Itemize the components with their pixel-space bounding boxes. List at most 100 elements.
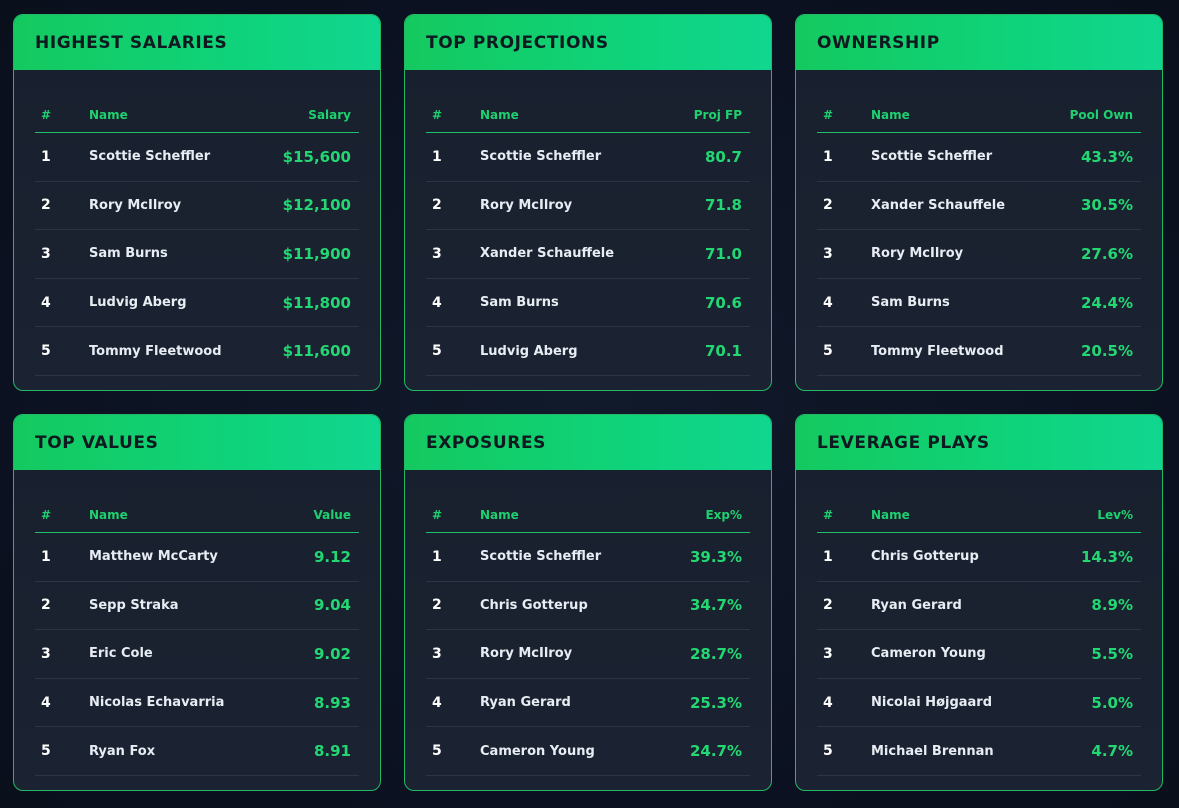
player-name-cell: Xander Schauffele [480, 246, 615, 262]
card-title: TOP PROJECTIONS [426, 32, 609, 53]
value-cell: 9.02 [313, 644, 351, 663]
value-cell: $11,900 [282, 244, 351, 263]
player-name-cell: Sam Burns [871, 295, 950, 311]
table-row[interactable]: 2 Rory McIlroy $12,100 [35, 182, 359, 231]
card-title: EXPOSURES [426, 432, 547, 453]
name-column-header[interactable]: Name [871, 508, 910, 522]
card-title: LEVERAGE PLAYS [817, 432, 990, 453]
table-row[interactable]: 2 Sepp Straka 9.04 [35, 582, 359, 631]
table-row[interactable]: 2 Chris Gotterup 34.7% [426, 582, 750, 631]
rank-cell: 2 [823, 197, 833, 214]
card-header: HIGHEST SALARIES [14, 15, 380, 70]
table-row[interactable]: 1 Scottie Scheffler 39.3% [426, 533, 750, 582]
table-row[interactable]: 3 Eric Cole 9.02 [35, 630, 359, 679]
value-cell: $12,100 [282, 196, 351, 215]
table-row[interactable]: 5 Ryan Fox 8.91 [35, 727, 359, 776]
rank-cell: 3 [823, 245, 833, 262]
table-row[interactable]: 1 Matthew McCarty 9.12 [35, 533, 359, 582]
rank-cell: 5 [823, 743, 833, 760]
table-row[interactable]: 1 Scottie Scheffler $15,600 [35, 133, 359, 182]
value-column-header[interactable]: Value [313, 508, 351, 522]
player-name-cell: Rory McIlroy [480, 197, 573, 213]
value-column-header[interactable]: Proj FP [693, 108, 742, 122]
leverage-plays-card: LEVERAGE PLAYS # Name Lev% 1 Chris Gotterup 14… [795, 414, 1163, 791]
table-row[interactable]: 1 Chris Gotterup 14.3% [817, 533, 1141, 582]
value-cell: 39.3% [689, 547, 742, 566]
name-column-header[interactable]: Name [871, 108, 910, 122]
player-name-cell: Sepp Straka [89, 597, 179, 613]
value-column-header[interactable]: Salary [308, 108, 351, 122]
table-row[interactable]: 4 Sam Burns 70.6 [426, 279, 750, 328]
rank-column-header[interactable]: # [823, 108, 834, 122]
rank-cell: 1 [432, 148, 442, 165]
player-name-cell: Chris Gotterup [480, 597, 588, 613]
top-values-card: TOP VALUES # Name Value 1 Matthew McCarty 9.12… [13, 414, 381, 791]
value-column-header[interactable]: Lev% [1097, 508, 1133, 522]
rank-cell: 1 [432, 548, 442, 565]
rank-cell: 4 [432, 294, 442, 311]
name-column-header[interactable]: Name [480, 508, 519, 522]
card-header: EXPOSURES [405, 415, 771, 470]
table-row[interactable]: 1 Scottie Scheffler 80.7 [426, 133, 750, 182]
player-name-cell: Ludvig Aberg [480, 343, 578, 359]
player-name-cell: Matthew McCarty [89, 549, 218, 565]
value-cell: 71.0 [704, 244, 742, 263]
name-column-header[interactable]: Name [89, 108, 128, 122]
table-row[interactable]: 3 Cameron Young 5.5% [817, 630, 1141, 679]
value-cell: 24.4% [1080, 293, 1133, 312]
player-name-cell: Ryan Gerard [480, 695, 571, 711]
rank-cell: 3 [41, 645, 51, 662]
value-column-header[interactable]: Pool Own [1069, 108, 1133, 122]
name-column-header[interactable]: Name [89, 508, 128, 522]
table-row[interactable]: 5 Cameron Young 24.7% [426, 727, 750, 776]
table-row[interactable]: 2 Ryan Gerard 8.9% [817, 582, 1141, 631]
player-name-cell: Ludvig Aberg [89, 295, 187, 311]
rank-cell: 2 [41, 197, 51, 214]
table-row[interactable]: 4 Nicolai Højgaard 5.0% [817, 679, 1141, 728]
value-cell: 70.1 [704, 342, 742, 361]
value-cell: 14.3% [1080, 547, 1133, 566]
rank-column-header[interactable]: # [432, 508, 443, 522]
table-row[interactable]: 5 Tommy Fleetwood 20.5% [817, 327, 1141, 376]
rank-column-header[interactable]: # [41, 108, 52, 122]
table-row[interactable]: 5 Michael Brennan 4.7% [817, 727, 1141, 776]
rank-cell: 2 [41, 597, 51, 614]
ownership-card: OWNERSHIP # Name Pool Own 1 Scottie Scheffler… [795, 14, 1163, 391]
rank-column-header[interactable]: # [432, 108, 443, 122]
rank-cell: 3 [823, 645, 833, 662]
value-cell: 30.5% [1080, 196, 1133, 215]
card-header: LEVERAGE PLAYS [796, 415, 1162, 470]
value-column-header[interactable]: Exp% [705, 508, 742, 522]
table-row[interactable]: 1 Scottie Scheffler 43.3% [817, 133, 1141, 182]
table-header-row: # Name Proj FP [426, 100, 750, 133]
player-name-cell: Eric Cole [89, 646, 153, 662]
value-cell: 8.91 [313, 742, 351, 761]
player-name-cell: Cameron Young [871, 646, 986, 662]
value-cell: 9.04 [313, 596, 351, 615]
value-cell: 5.0% [1091, 693, 1133, 712]
player-name-cell: Tommy Fleetwood [89, 343, 222, 359]
name-column-header[interactable]: Name [480, 108, 519, 122]
table-row[interactable]: 4 Ryan Gerard 25.3% [426, 679, 750, 728]
table-header-row: # Name Lev% [817, 500, 1141, 533]
player-name-cell: Ryan Fox [89, 743, 156, 759]
table-row[interactable]: 3 Xander Schauffele 71.0 [426, 230, 750, 279]
value-cell: 71.8 [704, 196, 742, 215]
rank-column-header[interactable]: # [41, 508, 52, 522]
table-row[interactable]: 3 Sam Burns $11,900 [35, 230, 359, 279]
table-row[interactable]: 2 Xander Schauffele 30.5% [817, 182, 1141, 231]
table-row[interactable]: 3 Rory McIlroy 27.6% [817, 230, 1141, 279]
table-row[interactable]: 4 Sam Burns 24.4% [817, 279, 1141, 328]
table-row[interactable]: 2 Rory McIlroy 71.8 [426, 182, 750, 231]
table-row[interactable]: 5 Ludvig Aberg 70.1 [426, 327, 750, 376]
table-row[interactable]: 5 Tommy Fleetwood $11,600 [35, 327, 359, 376]
player-name-cell: Scottie Scheffler [871, 149, 993, 165]
table-row[interactable]: 4 Ludvig Aberg $11,800 [35, 279, 359, 328]
highest-salaries-card: HIGHEST SALARIES # Name Salary 1 Scottie Sche… [13, 14, 381, 391]
table-row[interactable]: 3 Rory McIlroy 28.7% [426, 630, 750, 679]
table-row[interactable]: 4 Nicolas Echavarria 8.93 [35, 679, 359, 728]
rank-column-header[interactable]: # [823, 508, 834, 522]
top-projections-card: TOP PROJECTIONS # Name Proj FP 1 Scottie Sche… [404, 14, 772, 391]
rank-cell: 3 [432, 245, 442, 262]
value-cell: 43.3% [1080, 147, 1133, 166]
